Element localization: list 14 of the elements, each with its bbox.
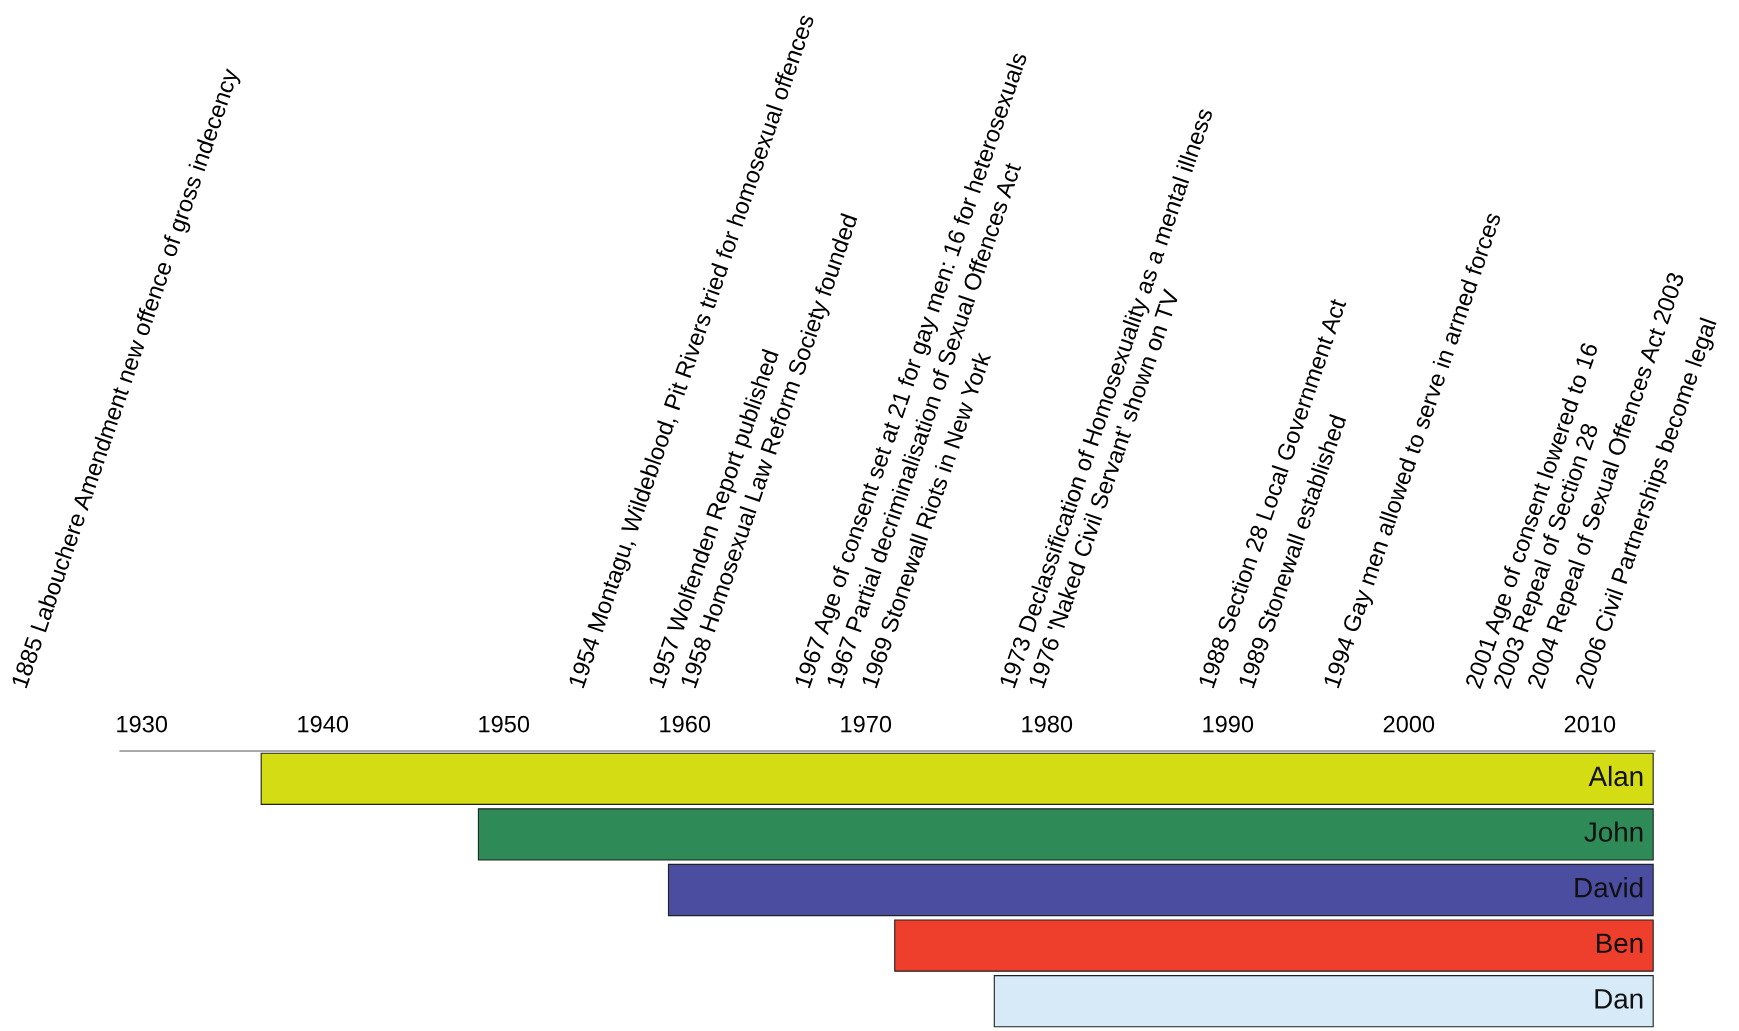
x-tick-label: 2000 — [1383, 715, 1435, 733]
x-tick-label: 1950 — [479, 715, 530, 733]
x-tick-label: 1980 — [1022, 715, 1073, 733]
x-tick-label: 1960 — [660, 715, 711, 733]
y-tick-label: Dan — [1595, 989, 1643, 1009]
y-tick-label: John — [1584, 821, 1643, 842]
x-tick-label: 1940 — [298, 715, 349, 733]
y-tick-label: Alan — [1588, 765, 1643, 787]
y-tick-label: Ben — [1597, 933, 1643, 954]
x-tick-label: 1990 — [1203, 715, 1254, 733]
x-tick-label: 1930 — [117, 715, 168, 733]
x-tick-label: 1970 — [841, 715, 892, 733]
y-tick-label: David — [1575, 877, 1643, 898]
x-tick-label: 2010 — [1564, 715, 1616, 733]
